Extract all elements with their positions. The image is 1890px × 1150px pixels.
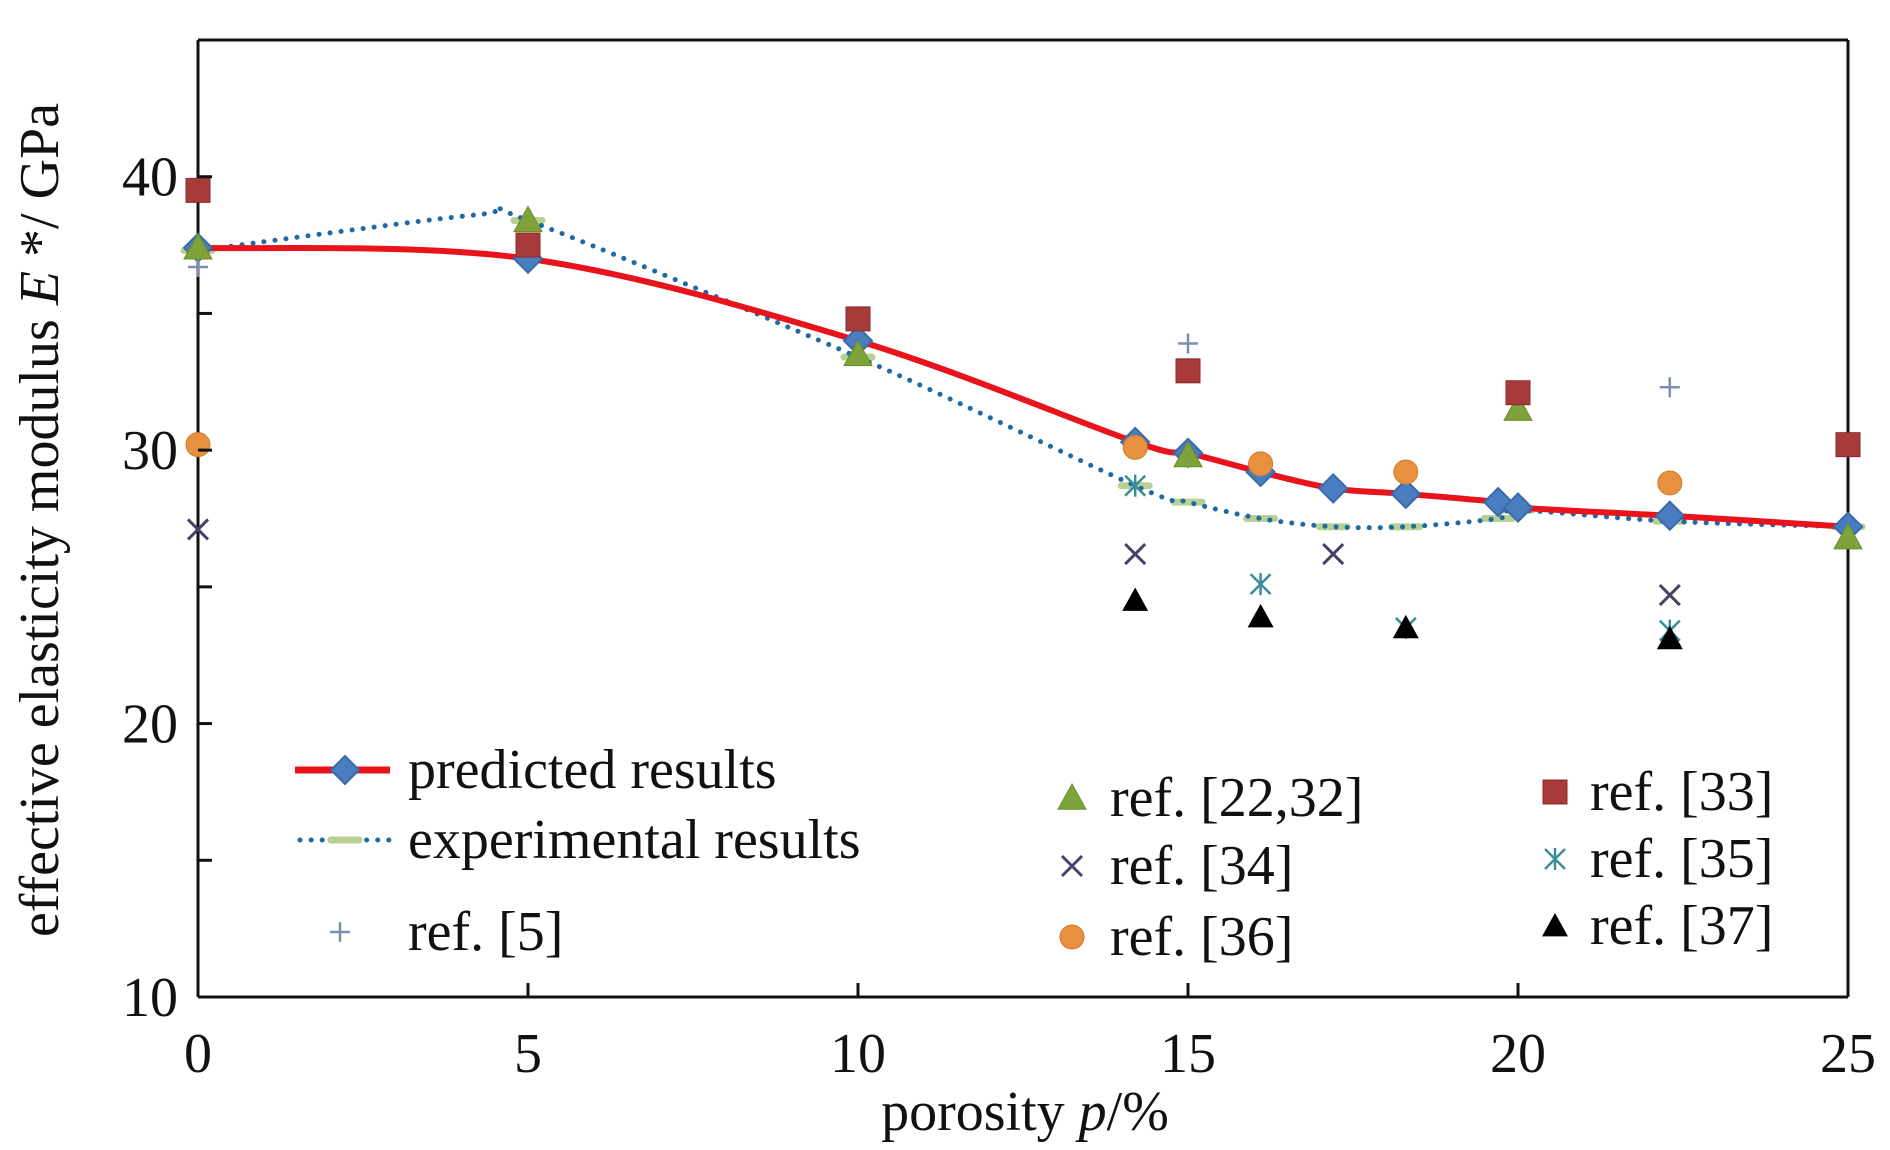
series-layer xyxy=(180,177,1866,650)
predicted-point xyxy=(1502,492,1534,523)
legend-item-experimental: experimental results xyxy=(297,809,861,871)
series-experimental xyxy=(180,204,1866,531)
legend-item-ref22_32: ref. [22,32] xyxy=(1057,767,1363,829)
ref37-point xyxy=(1247,603,1274,628)
legend-ref37-point xyxy=(1542,913,1568,937)
ref35-point xyxy=(1249,573,1272,596)
experimental-line xyxy=(195,204,1851,531)
legend-item-ref5: ref. [5] xyxy=(330,901,563,963)
ref36-point xyxy=(1657,470,1683,496)
legend-item-ref37: ref. [37] xyxy=(1542,895,1773,957)
legend-item-ref36: ref. [36] xyxy=(1059,906,1293,968)
legend-label: experimental results xyxy=(408,809,861,871)
series-ref22_32 xyxy=(183,205,1863,550)
x-tick-label: 15 xyxy=(1160,1023,1216,1085)
predicted-line xyxy=(197,244,1849,530)
legend-item-ref34: ref. [34] xyxy=(1060,835,1293,897)
series-ref34 xyxy=(186,518,1681,607)
series-ref36 xyxy=(185,432,1683,496)
ref37-point xyxy=(1122,587,1149,611)
ref22_32-point xyxy=(1503,394,1533,421)
ref22_32-point xyxy=(183,232,213,260)
series-predicted xyxy=(182,232,1864,543)
predicted-point xyxy=(1317,473,1349,504)
ref33-point xyxy=(1505,380,1531,406)
ref22_32-point xyxy=(1833,522,1863,550)
legend-label: ref. [37] xyxy=(1590,895,1773,957)
x-tick-label: 5 xyxy=(514,1023,542,1085)
ref36-point xyxy=(1248,451,1274,477)
legend-label: ref. [36] xyxy=(1110,906,1293,968)
y-tick-label: 10 xyxy=(122,967,178,1029)
legend-item-ref33: ref. [33] xyxy=(1542,761,1773,823)
ref33-point xyxy=(845,306,871,332)
y-tick-label: 40 xyxy=(122,147,178,209)
y-tick-label: 20 xyxy=(122,694,178,756)
ref5-point xyxy=(188,256,208,277)
ref34-point xyxy=(186,518,210,541)
ref36-point xyxy=(1393,459,1419,485)
ref33-point xyxy=(1175,358,1201,384)
legend-label: ref. [34] xyxy=(1110,835,1293,897)
series-ref37 xyxy=(1122,587,1683,650)
ref34-point xyxy=(1124,542,1147,566)
ref22_32-point xyxy=(1173,440,1203,468)
legend-ref5-point xyxy=(330,922,350,942)
legend-label: predicted results xyxy=(408,739,777,801)
series-ref5 xyxy=(188,256,1680,398)
legend-ref36-point xyxy=(1059,924,1085,950)
legend-label: ref. [5] xyxy=(408,901,563,963)
ref36-point xyxy=(185,432,211,458)
x-tick-label: 25 xyxy=(1820,1023,1876,1085)
ref36-point xyxy=(1122,434,1148,460)
legend-item-ref35: ref. [35] xyxy=(1544,828,1773,890)
ref37-point xyxy=(1656,625,1683,650)
ref22_32-point xyxy=(513,205,543,233)
ref37-point xyxy=(1392,614,1419,639)
ref33-point xyxy=(515,232,541,258)
ref34-point xyxy=(1658,583,1681,607)
ref22_32-point xyxy=(843,339,873,367)
x-tick-label: 10 xyxy=(830,1023,886,1085)
predicted-point xyxy=(1390,478,1422,510)
legend-predicted-point xyxy=(329,754,361,786)
x-tick-label: 20 xyxy=(1490,1023,1546,1085)
ref5-point xyxy=(1178,333,1198,354)
ref33-point xyxy=(185,177,211,203)
legend-ref34-point xyxy=(1060,854,1084,878)
ref33-point xyxy=(1835,432,1861,458)
predicted-point xyxy=(1654,500,1686,532)
legend-ref33-point xyxy=(1542,779,1568,805)
ticks-layer: 0 5 10 15 20 25 10 20 30 40 xyxy=(122,38,1876,1085)
ref35-point xyxy=(1124,474,1147,497)
legend-ref22_32-point xyxy=(1057,782,1087,810)
x-axis-title: porosity p/% xyxy=(881,1081,1169,1143)
legend-ref35-point xyxy=(1544,848,1566,870)
y-axis-title: effective elasticity modulus E */ GPa xyxy=(9,103,71,937)
y-tick-label: 30 xyxy=(122,420,178,482)
ref5-point xyxy=(1659,377,1680,398)
series-ref33 xyxy=(185,177,1861,458)
x-tick-label: 0 xyxy=(184,1023,212,1085)
legend-label: ref. [22,32] xyxy=(1110,767,1363,829)
legend-item-predicted: predicted results xyxy=(295,739,777,801)
legend-label: ref. [33] xyxy=(1590,761,1773,823)
legend: predicted results experimental results ref… xyxy=(295,739,1773,968)
ref34-point xyxy=(1322,542,1345,566)
legend-label: ref. [35] xyxy=(1590,828,1773,890)
